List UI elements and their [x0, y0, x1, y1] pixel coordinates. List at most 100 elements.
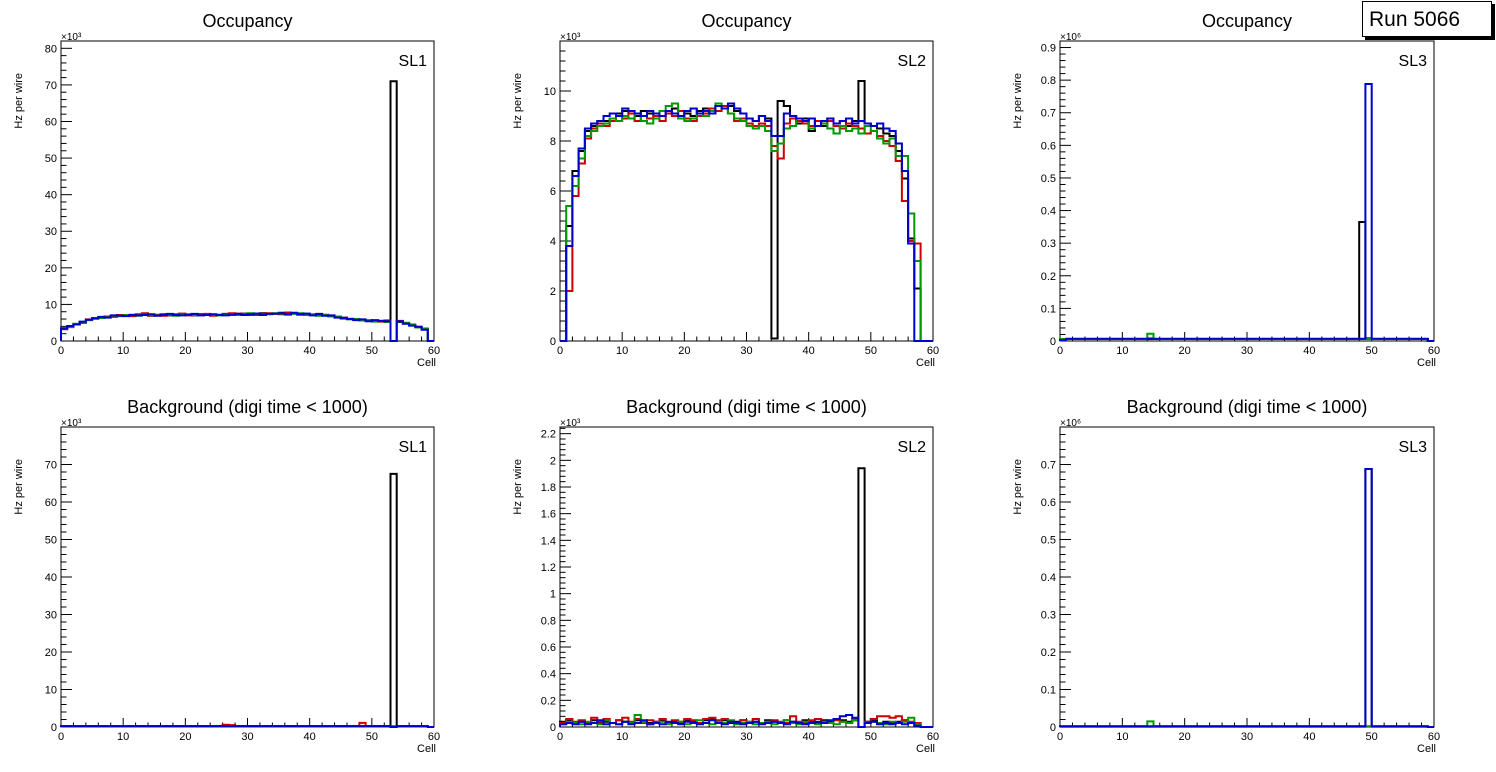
- y-tick-label: 2: [550, 286, 556, 298]
- panel-title: Background (digi time < 1000): [127, 397, 368, 417]
- x-tick-label: 30: [241, 345, 253, 357]
- x-tick-label: 60: [1428, 345, 1440, 357]
- x-tick-label: 0: [1057, 345, 1063, 357]
- y-axis-exponent: ×10³: [560, 32, 581, 43]
- panel-label: SL1: [399, 439, 428, 456]
- series-black: [1059, 221, 1434, 342]
- panel-6: Background (digi time < 1000) 0 10 20 30 40 50…: [1012, 397, 1440, 755]
- y-tick-label: 0.5: [1041, 173, 1056, 185]
- y-axis-label: Hz per wire: [13, 73, 25, 129]
- plot-frame: [559, 40, 934, 342]
- y-tick-label: 80: [45, 43, 57, 55]
- y-tick-label: 0.6: [1041, 497, 1056, 509]
- x-tick-label: 50: [865, 345, 877, 357]
- y-tick-label: 0: [550, 336, 556, 348]
- series-black: [1059, 468, 1434, 728]
- y-tick-label: 10: [45, 685, 57, 697]
- x-tick-label: 10: [616, 345, 628, 357]
- plot-frame: [1059, 426, 1435, 728]
- x-tick-label: 30: [740, 731, 752, 743]
- run-label: Run 5066: [1362, 1, 1492, 37]
- y-tick-label: 50: [45, 535, 57, 547]
- x-tick-label: 60: [428, 731, 440, 743]
- x-tick-label: 60: [927, 345, 939, 357]
- x-tick-label: 50: [1366, 731, 1378, 743]
- x-axis-label: Cell: [1417, 743, 1436, 755]
- x-tick-label: 10: [1116, 731, 1128, 743]
- x-tick-label: 10: [1116, 345, 1128, 357]
- y-tick-label: 10: [45, 299, 57, 311]
- x-tick-label: 20: [179, 731, 191, 743]
- x-tick-label: 60: [927, 731, 939, 743]
- y-tick-label: 30: [45, 610, 57, 622]
- x-tick-label: 20: [1179, 345, 1191, 357]
- y-tick-label: 0.2: [1041, 271, 1056, 283]
- y-tick-label: 40: [45, 572, 57, 584]
- x-tick-label: 0: [1057, 731, 1063, 743]
- y-axis-exponent: ×10³: [61, 32, 82, 43]
- x-tick-label: 50: [1366, 345, 1378, 357]
- x-tick-label: 0: [58, 345, 64, 357]
- y-tick-label: 0: [550, 722, 556, 734]
- x-tick-label: 0: [557, 345, 563, 357]
- x-axis-label: Cell: [916, 357, 935, 369]
- plot-frame: [559, 426, 934, 728]
- y-axis-exponent: ×10⁶: [1060, 32, 1081, 43]
- x-tick-label: 0: [557, 731, 563, 743]
- x-axis-label: Cell: [916, 743, 935, 755]
- x-axis-label: Cell: [417, 743, 436, 755]
- x-tick-label: 30: [241, 731, 253, 743]
- series-blue: [60, 725, 434, 728]
- x-tick-label: 10: [117, 731, 129, 743]
- y-tick-label: 1.2: [541, 562, 556, 574]
- panel-label: SL1: [399, 53, 428, 70]
- panel-label: SL3: [1399, 439, 1428, 456]
- panel-title: Background (digi time < 1000): [626, 397, 867, 417]
- y-tick-label: 0: [51, 722, 57, 734]
- x-tick-label: 0: [58, 731, 64, 743]
- y-tick-label: 0.7: [1041, 108, 1056, 120]
- x-tick-label: 50: [865, 731, 877, 743]
- y-tick-label: 8: [550, 136, 556, 148]
- y-tick-label: 0.4: [1041, 206, 1056, 218]
- x-tick-label: 40: [1303, 345, 1315, 357]
- plot-frame: [60, 40, 435, 342]
- plot-frame: [60, 426, 435, 728]
- panel-5: Background (digi time < 1000)0 10 20 30 40 50…: [512, 397, 939, 755]
- series-green: [560, 102, 933, 342]
- y-tick-label: 0.1: [1041, 685, 1056, 697]
- series-red: [560, 105, 933, 342]
- y-tick-label: 2: [550, 455, 556, 467]
- x-tick-label: 40: [803, 345, 815, 357]
- y-tick-label: 70: [45, 460, 57, 472]
- y-axis-label: Hz per wire: [512, 459, 524, 515]
- y-tick-label: 4: [550, 236, 556, 248]
- series-blue: [560, 102, 933, 342]
- y-tick-label: 0.2: [1041, 647, 1056, 659]
- y-tick-label: 0.3: [1041, 238, 1056, 250]
- y-tick-label: 0.4: [541, 669, 556, 681]
- x-tick-label: 20: [678, 731, 690, 743]
- y-tick-label: 0.9: [1041, 43, 1056, 55]
- y-tick-label: 20: [45, 263, 57, 275]
- x-tick-label: 30: [740, 345, 752, 357]
- panel-title: Occupancy: [701, 11, 791, 31]
- y-tick-label: 0: [1050, 722, 1056, 734]
- y-tick-label: 1.6: [541, 509, 556, 521]
- y-tick-label: 0.6: [541, 642, 556, 654]
- y-axis-label: Hz per wire: [1012, 73, 1024, 129]
- series-blue: [1059, 83, 1434, 342]
- x-tick-label: 20: [1179, 731, 1191, 743]
- y-tick-label: 0.3: [1041, 610, 1056, 622]
- y-axis-exponent: ×10³: [560, 418, 581, 429]
- plot-frame: [1059, 40, 1435, 342]
- y-tick-label: 1.8: [541, 482, 556, 494]
- series-black: [60, 472, 434, 728]
- y-tick-label: 60: [45, 497, 57, 509]
- panel-title: Occupancy: [202, 11, 292, 31]
- series-black: [60, 80, 434, 342]
- y-tick-label: 70: [45, 80, 57, 92]
